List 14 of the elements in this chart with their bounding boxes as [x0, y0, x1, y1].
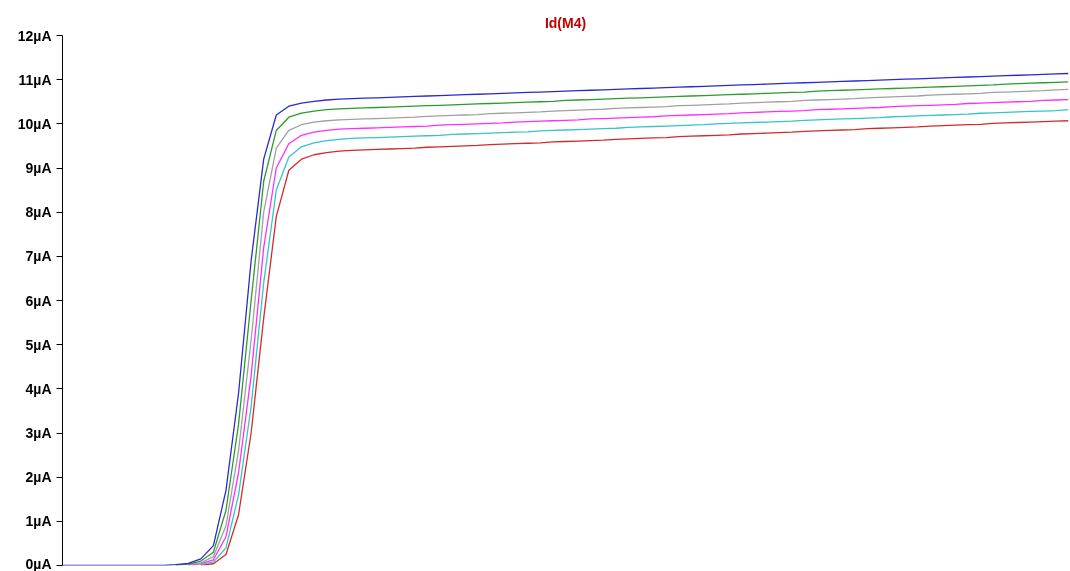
- y-tick-label: 2µA: [25, 469, 52, 486]
- y-tick-label: 5µA: [25, 336, 52, 353]
- y-tick-label: 10µA: [17, 115, 52, 132]
- y-tick-label: 1µA: [25, 513, 52, 530]
- y-tick-label: 9µA: [25, 160, 52, 176]
- y-tick-label: 8µA: [25, 204, 52, 221]
- y-tick-label: 6µA: [25, 292, 52, 309]
- y-tick-label: 0µA: [25, 555, 52, 571]
- y-tick-label: 11µA: [18, 71, 52, 88]
- y-tick-label: 12µA: [17, 27, 52, 44]
- y-tick-label: 7µA: [25, 248, 52, 265]
- y-tick-label: 4µA: [25, 380, 52, 397]
- y-tick-label: 3µA: [25, 425, 52, 441]
- chart-title: Id(M4): [544, 14, 587, 31]
